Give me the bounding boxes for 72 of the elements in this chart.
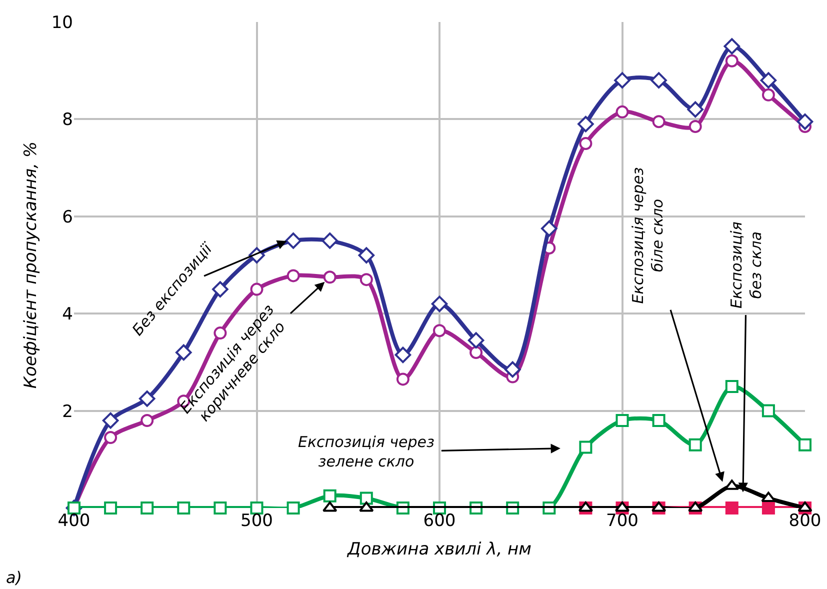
point [504, 361, 521, 378]
x-tick-label: 600 [423, 511, 456, 531]
x-axis-title: Довжина хвилі λ, нм [346, 539, 532, 560]
y-tick-label: 10 [51, 12, 73, 33]
point [360, 492, 373, 505]
x-tick-label: 400 [58, 511, 90, 531]
point [212, 281, 228, 298]
point [140, 502, 154, 514]
point [394, 346, 412, 364]
point [762, 88, 775, 102]
point [470, 346, 483, 359]
point [358, 247, 375, 264]
point [725, 502, 738, 514]
point [614, 72, 630, 88]
point [616, 105, 629, 118]
x-tick-label: 800 [788, 511, 822, 531]
point [431, 296, 448, 312]
point [359, 502, 374, 512]
point [102, 412, 119, 429]
x-tick-label: 700 [606, 511, 638, 531]
point [724, 480, 740, 490]
point [104, 502, 118, 514]
point [322, 232, 338, 249]
text: Експозиція через біле скло [628, 167, 666, 304]
point [468, 332, 484, 348]
point [286, 502, 300, 514]
text: Експозиція без скла [728, 222, 766, 309]
text: а) [6, 568, 22, 587]
point [322, 502, 338, 512]
point [579, 137, 592, 150]
point [214, 502, 227, 514]
point [140, 414, 154, 428]
point [760, 72, 777, 88]
point [138, 390, 156, 407]
point [725, 54, 738, 68]
point [360, 273, 373, 286]
point [798, 502, 812, 512]
x-tick-label: 500 [240, 511, 273, 531]
y-tick-label: 8 [62, 110, 73, 130]
point [541, 220, 558, 237]
point [616, 414, 629, 428]
point [688, 438, 702, 452]
point [104, 431, 118, 444]
point [433, 324, 446, 338]
y-tick-label: 4 [62, 304, 73, 325]
text: Експозиція через зелене скло [298, 433, 435, 470]
point [650, 72, 667, 88]
point [323, 270, 336, 284]
point [762, 404, 775, 418]
point [796, 113, 814, 130]
point [652, 414, 666, 428]
point [323, 489, 336, 502]
point [579, 440, 592, 454]
point [688, 502, 703, 512]
point [214, 326, 227, 340]
point [286, 269, 300, 282]
point [396, 372, 410, 386]
point [725, 380, 738, 393]
y-tick-label: 2 [62, 402, 73, 422]
point [798, 438, 812, 452]
point [762, 502, 775, 514]
point [724, 38, 740, 54]
y-axis-title: Коефіцієнт пропускання, % [20, 141, 41, 389]
point [761, 492, 776, 502]
point [652, 115, 666, 128]
point [578, 116, 594, 132]
point [177, 502, 190, 514]
y-tick-label: 6 [62, 207, 73, 228]
point [285, 232, 302, 249]
point [250, 282, 264, 296]
point [687, 101, 704, 118]
point [688, 120, 702, 133]
